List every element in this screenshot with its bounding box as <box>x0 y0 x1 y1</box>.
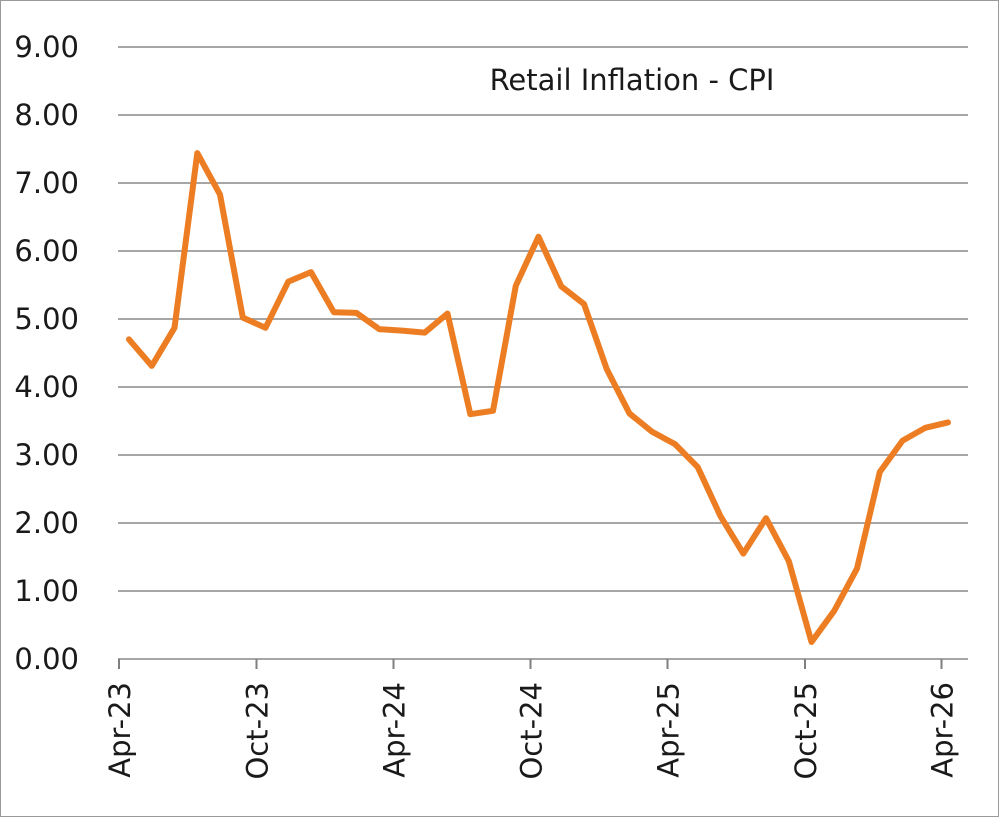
y-tick-label: 3.00 <box>14 438 79 472</box>
x-tick-label: Apr-25 <box>652 682 686 778</box>
x-tick-label: Apr-24 <box>378 682 412 778</box>
x-axis: Apr-23 Oct-23 Apr-24 Oct-24 Apr-25 Oct-25 Apr-… <box>103 658 968 780</box>
series-line <box>126 150 951 645</box>
x-tick-label: Apr-23 <box>103 682 137 778</box>
y-tick-label: 2.00 <box>14 506 79 540</box>
series-layer <box>126 150 951 645</box>
x-tick-label: Oct-23 <box>241 682 275 780</box>
y-tick-label: 4.00 <box>14 370 79 404</box>
x-tick-label: Apr-26 <box>926 682 960 778</box>
y-tick-label: 9.00 <box>14 30 79 64</box>
y-tick-label: 5.00 <box>14 302 79 336</box>
y-axis-ticks: 0.00 1.00 2.00 3.00 4.00 5.00 6.00 7.00 8.00 9.00 <box>14 30 79 676</box>
y-tick-label: 1.00 <box>14 574 79 608</box>
x-tick-label: Oct-25 <box>789 682 823 780</box>
chart-title: Retail Inflation - CPI <box>490 63 775 97</box>
y-tick-label: 6.00 <box>14 234 79 268</box>
y-tick-label: 7.00 <box>14 166 79 200</box>
x-tick-label: Oct-24 <box>515 682 549 780</box>
y-tick-label: 8.00 <box>14 98 79 132</box>
y-tick-label: 0.00 <box>14 642 79 676</box>
